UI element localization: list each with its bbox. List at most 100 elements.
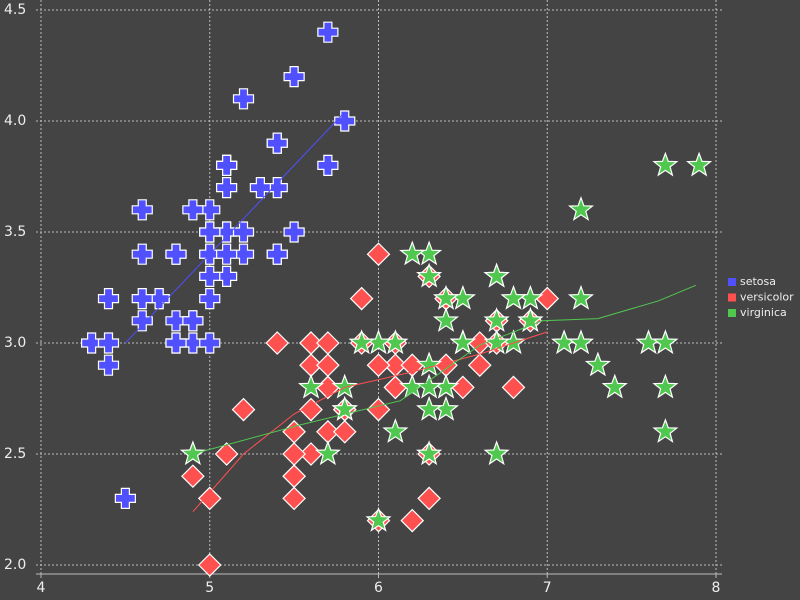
point <box>297 373 325 399</box>
point <box>165 310 187 332</box>
point <box>432 307 460 332</box>
point <box>652 329 679 355</box>
point <box>567 284 595 310</box>
point <box>282 442 306 466</box>
point <box>97 354 120 376</box>
y-tick-label: 3.5 <box>4 224 26 240</box>
y-tick-label: 4.0 <box>4 113 26 129</box>
legend: setosa versicolor virginica <box>728 275 794 319</box>
point <box>601 373 628 399</box>
x-tick-label: 8 <box>712 580 721 596</box>
point <box>97 332 120 354</box>
y-tick-label: 3.0 <box>4 335 26 351</box>
x-tick-label: 6 <box>374 580 383 596</box>
x-tick-label: 5 <box>205 580 214 596</box>
point <box>131 199 153 221</box>
legend-label: virginica <box>740 306 787 319</box>
y-tick-label: 2.5 <box>4 446 26 462</box>
point <box>365 506 392 532</box>
point <box>501 375 526 400</box>
x-tick-label: 4 <box>37 580 46 596</box>
point <box>416 373 443 399</box>
point <box>165 243 187 265</box>
legend-swatch <box>728 293 736 302</box>
point <box>81 332 103 354</box>
point <box>179 440 206 466</box>
point <box>199 288 221 310</box>
point <box>199 332 221 354</box>
point <box>686 151 713 177</box>
point <box>317 21 339 43</box>
fit-line <box>192 284 696 455</box>
point <box>334 110 356 132</box>
legend-swatch <box>728 278 736 286</box>
point <box>131 310 153 332</box>
point <box>314 440 341 466</box>
point <box>332 419 357 444</box>
point <box>114 487 136 509</box>
point <box>265 331 290 355</box>
point <box>231 397 256 422</box>
point <box>366 353 391 378</box>
point <box>282 486 306 511</box>
point <box>416 440 443 466</box>
point <box>416 351 443 377</box>
point <box>348 329 375 355</box>
point <box>483 440 510 466</box>
point <box>283 221 305 243</box>
point <box>216 177 238 199</box>
point <box>652 373 679 399</box>
point <box>299 397 323 422</box>
point <box>197 486 222 511</box>
point <box>449 329 476 355</box>
point <box>214 442 239 466</box>
legend-label: versicolor <box>740 291 794 304</box>
point <box>97 288 120 310</box>
point <box>199 265 221 287</box>
point <box>182 310 204 332</box>
point <box>567 196 595 221</box>
point <box>182 199 204 221</box>
point <box>216 154 238 176</box>
point <box>266 243 288 265</box>
point <box>199 221 221 243</box>
x-tick-label: 7 <box>543 580 552 596</box>
point <box>283 66 305 88</box>
point <box>416 262 443 288</box>
point <box>483 307 510 332</box>
point <box>131 243 153 265</box>
point <box>299 331 323 355</box>
point <box>249 177 271 199</box>
point <box>432 284 460 310</box>
point <box>232 221 255 243</box>
point <box>331 373 358 399</box>
point <box>181 464 205 489</box>
fit-line <box>125 111 346 344</box>
point <box>417 486 441 511</box>
point <box>282 464 306 489</box>
point <box>197 553 222 577</box>
point <box>366 242 391 267</box>
point <box>652 418 679 443</box>
point <box>500 284 527 310</box>
point <box>366 397 391 422</box>
legend-label: setosa <box>740 275 776 288</box>
y-tick-label: 2.0 <box>4 557 26 573</box>
point <box>266 132 288 154</box>
point <box>567 329 595 355</box>
point <box>416 395 443 421</box>
point <box>400 508 425 533</box>
point <box>483 329 510 355</box>
point <box>317 154 339 176</box>
point <box>483 262 510 288</box>
point <box>652 151 679 177</box>
point <box>165 332 187 354</box>
fit-line <box>192 331 548 513</box>
point <box>584 351 611 377</box>
point <box>232 88 255 110</box>
legend-swatch <box>728 309 736 317</box>
point <box>131 288 153 310</box>
point <box>349 286 374 311</box>
